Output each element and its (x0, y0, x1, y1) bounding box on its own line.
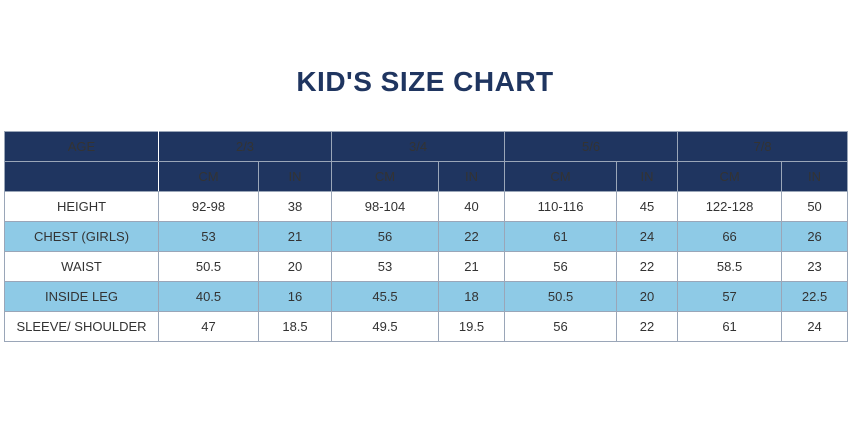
table-cell: 50 (781, 191, 849, 222)
table-cell: 58.5 (677, 251, 783, 282)
table-cell: 92-98 (158, 191, 259, 222)
table-cell: 20 (616, 281, 679, 312)
unit-header-row: CM IN CM IN CM IN CM IN (4, 161, 849, 192)
table-cell: 98-104 (331, 191, 440, 222)
table-cell: 45.5 (331, 281, 440, 312)
age-group-header: 5/6 (504, 131, 679, 162)
table-cell: 22 (438, 221, 506, 252)
unit-header-cm: CM (504, 161, 618, 192)
table-cell: 56 (331, 221, 440, 252)
table-cell: 23 (781, 251, 849, 282)
table-cell: 22 (616, 251, 679, 282)
table-cell: 56 (504, 311, 618, 342)
row-label: SLEEVE/ SHOULDER (4, 311, 159, 342)
table-cell: 56 (504, 251, 618, 282)
table-cell: 19.5 (438, 311, 506, 342)
unit-header-in: IN (781, 161, 849, 192)
unit-header-cm: CM (331, 161, 440, 192)
row-label: CHEST (GIRLS) (4, 221, 159, 252)
unit-header-in: IN (257, 161, 333, 192)
age-header-row: AGE 2/3 3/4 5/6 7/8 (4, 131, 849, 162)
table-cell: 24 (781, 311, 849, 342)
table-cell: 22 (616, 311, 679, 342)
blank-header-cell (4, 161, 159, 192)
table-row: HEIGHT 92-98 38 98-104 40 110-116 45 122… (4, 191, 849, 222)
page-title: KID'S SIZE CHART (296, 66, 554, 97)
table-cell: 38 (257, 191, 333, 222)
table-row: CHEST (GIRLS) 53 21 56 22 61 24 66 26 (4, 221, 849, 252)
table-cell: 50.5 (158, 251, 259, 282)
table-cell: 18 (438, 281, 506, 312)
table-cell: 110-116 (504, 191, 618, 222)
table-cell: 53 (331, 251, 440, 282)
table-row: INSIDE LEG 40.5 16 45.5 18 50.5 20 57 22… (4, 281, 849, 312)
table-cell: 49.5 (331, 311, 440, 342)
table-cell: 20 (257, 251, 333, 282)
table-cell: 21 (438, 251, 506, 282)
row-label: HEIGHT (4, 191, 159, 222)
table-cell: 24 (616, 221, 679, 252)
table-cell: 26 (781, 221, 849, 252)
unit-header-in: IN (616, 161, 679, 192)
table-cell: 45 (616, 191, 679, 222)
age-header: AGE (4, 131, 159, 162)
table-cell: 16 (257, 281, 333, 312)
age-group-header: 7/8 (677, 131, 849, 162)
table-cell: 50.5 (504, 281, 618, 312)
unit-header-cm: CM (677, 161, 783, 192)
row-label: INSIDE LEG (4, 281, 159, 312)
table-cell: 40 (438, 191, 506, 222)
unit-header-cm: CM (158, 161, 259, 192)
table-cell: 47 (158, 311, 259, 342)
table-cell: 61 (677, 311, 783, 342)
table-cell: 61 (504, 221, 618, 252)
table-cell: 40.5 (158, 281, 259, 312)
table-cell: 21 (257, 221, 333, 252)
table-row: SLEEVE/ SHOULDER 47 18.5 49.5 19.5 56 22… (4, 311, 849, 342)
age-group-header: 2/3 (157, 131, 333, 162)
row-label: WAIST (4, 251, 159, 282)
table-row: WAIST 50.5 20 53 21 56 22 58.5 23 (4, 251, 849, 282)
table-cell: 122-128 (677, 191, 783, 222)
unit-header-in: IN (438, 161, 506, 192)
table-cell: 66 (677, 221, 783, 252)
size-chart-table: AGE 2/3 3/4 5/6 7/8 CM IN CM IN CM IN CM… (4, 131, 849, 342)
table-cell: 53 (158, 221, 259, 252)
age-group-header: 3/4 (331, 131, 506, 162)
table-cell: 22.5 (781, 281, 849, 312)
table-cell: 57 (677, 281, 783, 312)
table-cell: 18.5 (257, 311, 333, 342)
